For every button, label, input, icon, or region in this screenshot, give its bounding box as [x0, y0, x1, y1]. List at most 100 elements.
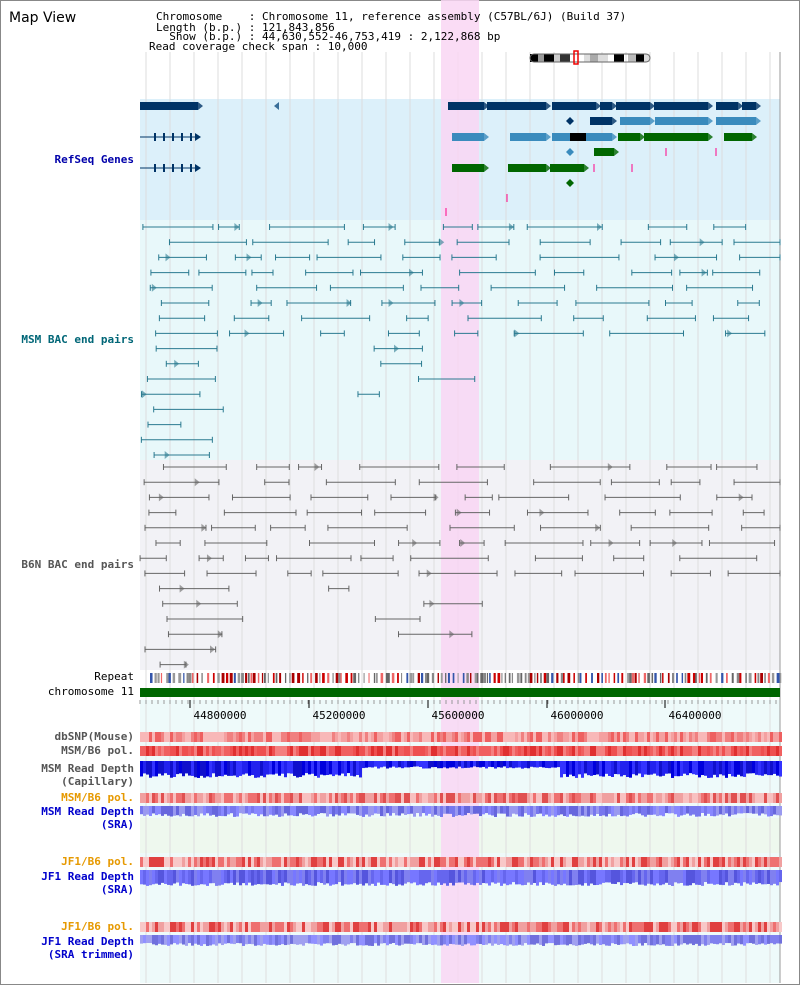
- msm-depth-capillary-bar: [395, 761, 398, 768]
- msm-depth-capillary-bar: [701, 761, 704, 776]
- track-label-jf1-depth-1[interactable]: JF1 Read Depth: [41, 870, 134, 883]
- gene-block: [616, 102, 650, 110]
- jf1-depth-sra-bar: [560, 870, 563, 886]
- track-label-jf1-pol-2[interactable]: JF1/B6 pol.: [61, 920, 134, 933]
- dbsnp-strip: [140, 732, 143, 742]
- msm-depth-sra-bar: [485, 806, 488, 814]
- msm-depth-capillary-bar: [629, 761, 632, 778]
- jf1-depth-sra-bar: [512, 870, 515, 883]
- msm-pol-strip: [485, 746, 488, 756]
- msm-pol2-strip: [293, 793, 296, 803]
- repeat-mark: [486, 673, 489, 683]
- jf1-pol-strip: [647, 857, 650, 867]
- dbsnp-strip: [371, 732, 374, 742]
- repeat-mark: [319, 673, 321, 683]
- msm-pol-strip: [233, 746, 236, 756]
- jf1-depth-trimmed-bar: [710, 935, 713, 944]
- msm-pol-strip: [776, 746, 779, 756]
- msm-pol-strip: [560, 746, 563, 756]
- track-label-msm-depth-sra-1[interactable]: MSM Read Depth: [41, 805, 134, 818]
- jf1-depth-sra-bar: [581, 870, 584, 886]
- repeat-mark: [462, 673, 465, 683]
- jf1-depth-trimmed-bar: [278, 935, 281, 945]
- jf1-pol-strip: [698, 857, 701, 867]
- jf1-pol2-strip: [479, 922, 482, 932]
- jf1-pol2-strip: [263, 922, 266, 932]
- track-label-refseq[interactable]: RefSeq Genes: [54, 153, 134, 166]
- jf1-pol2-strip: [236, 922, 239, 932]
- msm-depth-capillary-bar: [677, 761, 680, 777]
- msm-depth-sra-bar: [173, 806, 176, 816]
- jf1-depth-trimmed-bar: [293, 935, 296, 945]
- track-label-msm-b6-pol-2[interactable]: MSM/B6 pol.: [61, 791, 134, 804]
- dbsnp-strip: [317, 732, 320, 742]
- jf1-depth-trimmed-bar: [479, 935, 482, 945]
- msm-depth-sra-bar: [353, 806, 356, 814]
- jf1-depth-trimmed-bar: [776, 935, 779, 944]
- jf1-depth-trimmed-bar: [503, 935, 506, 946]
- track-label-msm-b6-pol-1[interactable]: MSM/B6 pol.: [61, 744, 134, 757]
- msm-depth-sra-bar: [551, 806, 554, 816]
- jf1-pol2-strip: [776, 922, 779, 932]
- msm-depth-sra-bar: [257, 806, 260, 817]
- dbsnp-strip: [776, 732, 779, 742]
- msm-depth-sra-bar: [326, 806, 329, 817]
- jf1-pol-strip: [350, 857, 353, 867]
- jf1-depth-sra-bar: [647, 870, 650, 884]
- jf1-pol2-strip: [305, 922, 308, 932]
- msm-depth-sra-bar: [392, 806, 395, 814]
- msm-pol2-strip: [734, 793, 737, 803]
- jf1-pol2-strip: [719, 922, 722, 932]
- jf1-pol-strip: [335, 857, 338, 867]
- dbsnp-strip: [224, 732, 227, 742]
- track-label-msm-bac[interactable]: MSM BAC end pairs: [21, 333, 134, 346]
- jf1-depth-sra-bar: [167, 870, 170, 885]
- jf1-pol2-strip: [620, 922, 623, 932]
- jf1-depth-sra-bar: [491, 870, 494, 883]
- jf1-depth-trimmed-bar: [746, 935, 749, 944]
- msm-pol-strip: [767, 746, 770, 756]
- jf1-depth-sra-bar: [449, 870, 452, 883]
- jf1-depth-sra-bar: [611, 870, 614, 884]
- msm-pol-strip: [398, 746, 401, 756]
- repeat-mark: [257, 673, 260, 683]
- track-label-jf1-pol-1[interactable]: JF1/B6 pol.: [61, 855, 134, 868]
- dbsnp-strip: [578, 732, 581, 742]
- msm-pol-strip: [251, 746, 254, 756]
- msm-depth-capillary-bar: [215, 761, 218, 777]
- msm-pol-strip: [758, 746, 761, 756]
- gene-block: [590, 117, 612, 125]
- jf1-pol-strip: [170, 857, 173, 867]
- msm-pol-strip: [374, 746, 377, 756]
- track-label-jf1-trim-1[interactable]: JF1 Read Depth: [41, 935, 134, 948]
- msm-pol2-strip: [362, 793, 365, 803]
- b6n-bac-pair-arrow: [314, 463, 320, 471]
- track-label-msm-depth-cap-1[interactable]: MSM Read Depth: [41, 762, 134, 775]
- msm-pol-strip: [269, 746, 272, 756]
- repeat-mark: [546, 673, 550, 683]
- msm-pol2-strip: [257, 793, 260, 803]
- jf1-depth-sra-bar: [770, 870, 773, 886]
- dbsnp-strip: [215, 732, 218, 742]
- msm-pol2-strip: [536, 793, 539, 803]
- msm-pol-strip: [695, 746, 698, 756]
- jf1-pol2-strip: [140, 922, 143, 932]
- msm-pol2-strip: [473, 793, 476, 803]
- jf1-depth-trimmed-bar: [608, 935, 611, 946]
- jf1-pol-strip: [671, 857, 674, 867]
- jf1-depth-trimmed-bar: [653, 935, 656, 946]
- msm-pol-strip: [242, 746, 245, 756]
- track-label-dbsnp[interactable]: dbSNP(Mouse): [54, 730, 134, 743]
- jf1-pol2-strip: [239, 922, 242, 932]
- dbsnp-strip: [653, 732, 656, 742]
- msm-pol2-strip: [479, 793, 482, 803]
- msm-depth-sra-bar: [182, 806, 185, 814]
- jf1-depth-sra-bar: [395, 870, 398, 886]
- jf1-pol-strip: [143, 857, 146, 867]
- msm-depth-sra-bar: [737, 806, 740, 814]
- jf1-depth-trimmed-bar: [353, 935, 356, 944]
- ideogram-band: [560, 54, 570, 62]
- track-label-b6n-bac[interactable]: B6N BAC end pairs: [21, 558, 134, 571]
- msm-depth-capillary-bar: [731, 761, 734, 777]
